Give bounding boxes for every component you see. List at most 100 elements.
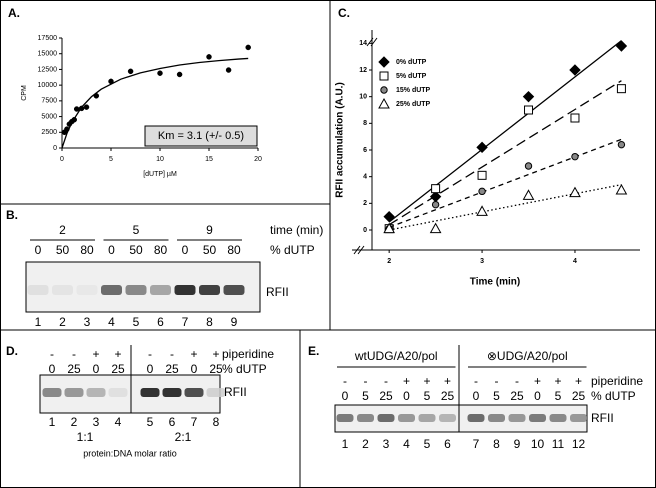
lane-number: 6	[444, 437, 451, 451]
dutp-label: 25	[111, 362, 125, 376]
gel-band	[86, 388, 106, 397]
x-axis-title: Time (min)	[470, 277, 520, 288]
x-tick-label: 4	[573, 258, 577, 265]
x-tick-label: 0	[60, 156, 64, 163]
lane-number: 8	[493, 437, 500, 451]
gel-band	[336, 414, 354, 422]
dutp-label: 0	[147, 362, 154, 376]
lane-number: 5	[424, 437, 431, 451]
panel-label: C.	[338, 6, 350, 20]
x-tick-label: 3	[480, 258, 484, 265]
data-point	[615, 40, 628, 52]
gel-band	[377, 414, 395, 422]
dutp-label: 80	[227, 243, 241, 257]
dutp-label: 25	[209, 362, 223, 376]
gel-band	[52, 285, 73, 295]
data-point	[157, 70, 163, 76]
dutp-label: 0	[35, 243, 42, 257]
treatment-label: -	[170, 347, 174, 361]
y-tick-label: 15000	[38, 51, 58, 58]
data-point	[522, 90, 535, 103]
data-point	[429, 222, 442, 234]
data-point	[383, 222, 396, 234]
treatment-label: +	[575, 374, 582, 388]
gel-band	[199, 285, 220, 295]
dutp-label: 25	[572, 389, 586, 403]
lane-number: 4	[403, 437, 410, 451]
lane-number: 4	[108, 315, 115, 329]
data-point	[78, 105, 85, 112]
ratio-label: 2:1	[175, 430, 192, 444]
data-point	[225, 67, 232, 73]
data-point	[615, 183, 628, 195]
treatment-label: +	[190, 347, 197, 361]
y-axis-title: CPM	[21, 85, 28, 101]
x-tick-label: 2	[387, 258, 391, 265]
lane-number: 5	[133, 315, 140, 329]
treatment-label: +	[92, 347, 99, 361]
treatment-label: -	[515, 374, 519, 388]
lane-number: 8	[206, 315, 213, 329]
legend-marker	[380, 86, 388, 94]
gel-band	[125, 285, 147, 295]
lane-number: 3	[93, 415, 100, 429]
row-label: % dUTP	[591, 389, 636, 403]
panel-label: B.	[6, 208, 18, 222]
dutp-label: 0	[534, 389, 541, 403]
fit-line	[389, 184, 622, 231]
gel-band	[529, 414, 546, 422]
dutp-label: 80	[80, 243, 94, 257]
dutp-label: 0	[49, 362, 56, 376]
y-tick-label: 10	[359, 94, 367, 101]
lane-number: 7	[473, 437, 480, 451]
x-tick-label: 5	[109, 156, 113, 163]
lane-number: 8	[213, 415, 220, 429]
data-point	[616, 84, 626, 94]
lane-number: 7	[182, 315, 189, 329]
y-tick-label: 0	[363, 227, 367, 234]
dutp-label: 50	[56, 243, 70, 257]
treatment-label: +	[534, 374, 541, 388]
row-label: piperidine	[591, 374, 643, 388]
data-point	[524, 162, 533, 170]
dutp-label: 25	[379, 389, 393, 403]
y-tick-label: 4	[363, 174, 367, 181]
data-point	[570, 113, 580, 123]
lane-number: 2	[362, 437, 369, 451]
treatment-label: +	[212, 347, 219, 361]
lane-number: 5	[147, 415, 154, 429]
treatment-label: +	[403, 374, 410, 388]
y-tick-label: 12	[359, 67, 367, 74]
gel-band	[357, 414, 374, 422]
treatment-label: +	[554, 374, 561, 388]
data-point	[571, 152, 579, 161]
row-label: time (min)	[270, 223, 323, 237]
gel-band	[162, 388, 182, 397]
gel-band	[64, 388, 84, 397]
gel-band	[101, 285, 122, 295]
gel-band	[184, 388, 204, 397]
x-tick-label: 15	[205, 156, 213, 163]
group-label: ⊗UDG/A20/pol	[487, 349, 568, 363]
data-point	[569, 186, 581, 198]
dutp-label: 50	[203, 243, 217, 257]
data-point	[478, 187, 486, 196]
dutp-label: 25	[441, 389, 455, 403]
legend-marker	[379, 71, 389, 81]
treatment-label: -	[343, 374, 347, 388]
treatment-label: -	[495, 374, 499, 388]
row-label: piperidine	[222, 347, 274, 361]
band-label: RFII	[591, 411, 614, 425]
lane-number: 10	[531, 437, 545, 451]
data-point	[477, 170, 487, 180]
lane-number: 11	[552, 437, 565, 451]
gel-band	[140, 388, 160, 397]
dutp-label: 0	[93, 362, 100, 376]
treatment-label: -	[72, 347, 76, 361]
gel-band	[549, 414, 567, 422]
y-tick-label: 0	[53, 145, 57, 152]
y-tick-label: 12500	[38, 66, 58, 73]
time-label: 9	[206, 223, 213, 237]
dutp-label: 0	[191, 362, 198, 376]
data-point	[431, 200, 440, 209]
